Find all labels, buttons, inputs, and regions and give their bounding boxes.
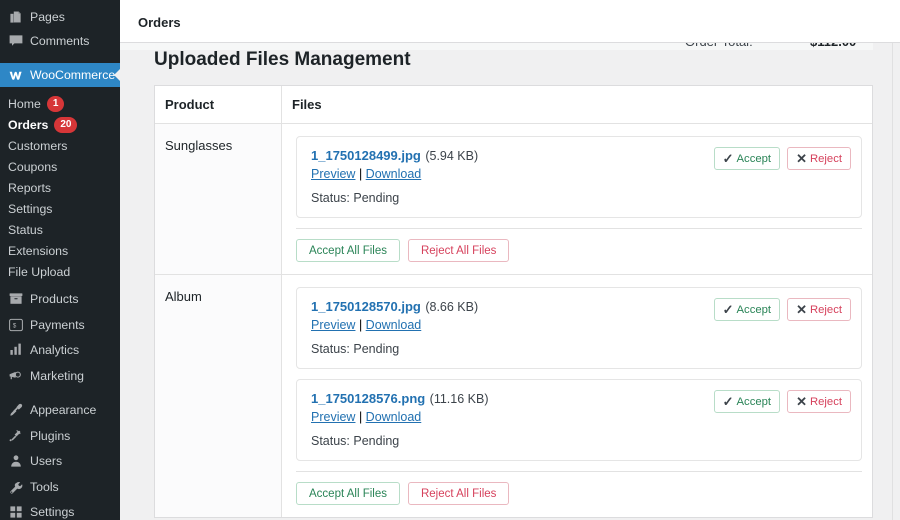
svg-text:$: $ xyxy=(13,322,17,329)
